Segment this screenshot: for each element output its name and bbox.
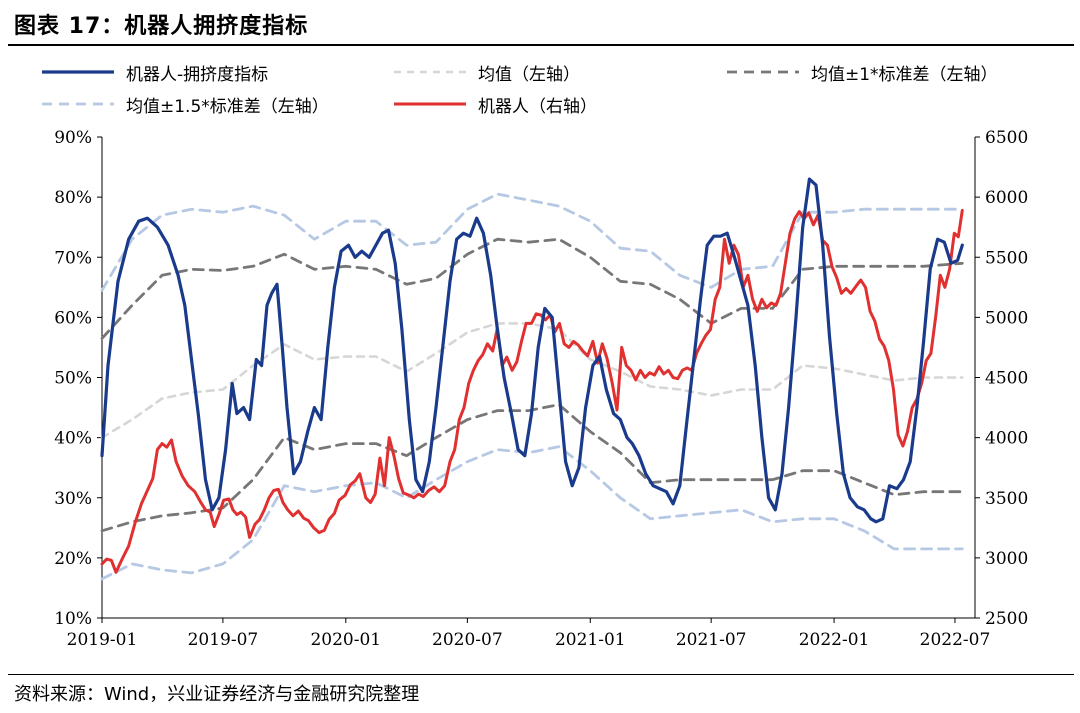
source-rule (8, 674, 1074, 675)
legend-swatch (727, 70, 799, 74)
legend-item: 机器人（右轴） (392, 92, 597, 117)
y-right-tick-label: 4000 (985, 429, 1028, 449)
title-rule (8, 44, 1074, 46)
legend-label: 机器人（右轴） (478, 96, 597, 117)
x-tick-label: 2021-07 (676, 630, 747, 650)
legend-label: 均值±1.5*标准差（左轴） (126, 96, 329, 117)
legend-item: 均值（左轴） (392, 60, 580, 85)
y-right-tick-label: 4500 (985, 369, 1028, 389)
y-left-tick-label: 80% (54, 188, 92, 208)
legend-item: 均值±1.5*标准差（左轴） (40, 92, 329, 117)
y-right-tick-label: 3000 (985, 549, 1028, 569)
series-line (100, 177, 964, 524)
y-right-tick-label: 6000 (985, 188, 1028, 208)
legend-label: 机器人-拥挤度指标 (126, 64, 269, 85)
y-left-tick-label: 10% (54, 609, 92, 629)
legend-item: 均值±1*标准差（左轴） (725, 60, 998, 85)
figure-title: 图表 17：机器人拥挤度指标 (14, 14, 309, 39)
legend-swatch (42, 102, 114, 106)
y-left-tick-label: 50% (54, 369, 92, 389)
x-tick-label: 2022-01 (799, 630, 870, 650)
y-left-tick-label: 30% (54, 489, 92, 509)
series-line (100, 208, 964, 574)
y-right-tick-label: 5000 (985, 308, 1028, 328)
y-right-tick-label: 2500 (985, 609, 1028, 629)
y-left-tick-label: 90% (54, 128, 92, 148)
x-tick-label: 2021-01 (555, 630, 626, 650)
x-tick-label: 2020-01 (310, 630, 381, 650)
x-tick-label: 2019-07 (188, 630, 259, 650)
legend-label: 均值±1*标准差（左轴） (811, 64, 998, 85)
legend-item: 机器人-拥挤度指标 (40, 60, 269, 85)
legend-label: 均值（左轴） (478, 64, 580, 85)
series-line (100, 403, 964, 533)
x-tick-label: 2022-07 (920, 630, 991, 650)
series-line (100, 192, 964, 292)
legend-swatch (42, 70, 114, 74)
x-tick-label: 2019-01 (67, 630, 138, 650)
y-left-tick-label: 60% (54, 308, 92, 328)
x-tick-label: 2020-07 (432, 630, 503, 650)
series-line (100, 237, 964, 340)
source-note: 资料来源：Wind，兴业证券经济与金融研究院整理 (14, 684, 420, 705)
series-line (100, 445, 964, 581)
y-left-tick-label: 70% (54, 248, 92, 268)
y-left-tick-label: 20% (54, 549, 92, 569)
y-right-tick-label: 6500 (985, 128, 1028, 148)
y-left-tick-label: 40% (54, 429, 92, 449)
y-right-tick-label: 3500 (985, 489, 1028, 509)
legend-swatch (394, 102, 466, 106)
legend: 机器人-拥挤度指标 均值（左轴） 均值±1*标准差（左轴） 均值±1.5*标准差… (0, 0, 1080, 130)
y-right-tick-label: 5500 (985, 248, 1028, 268)
